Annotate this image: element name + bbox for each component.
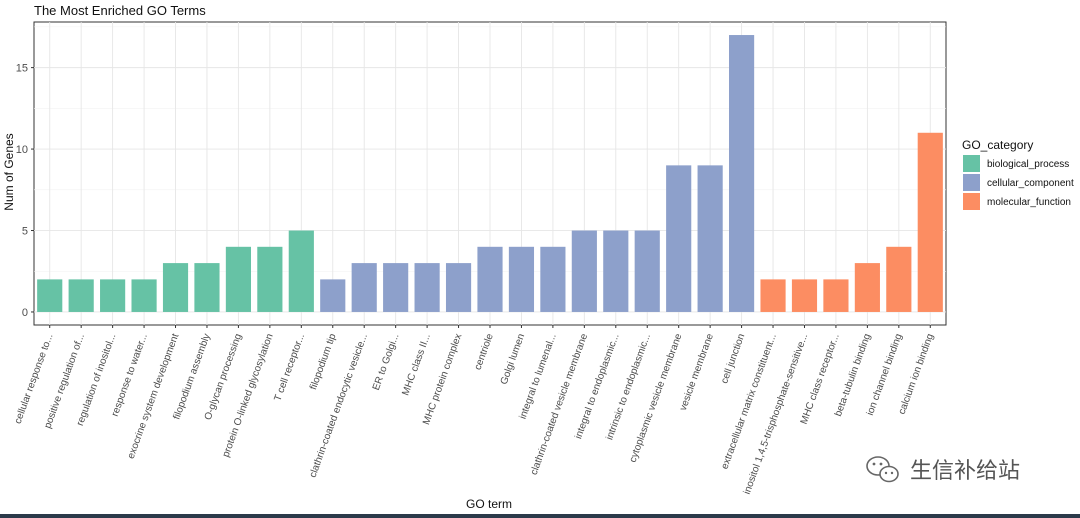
bar <box>886 246 912 312</box>
bar <box>100 279 126 312</box>
bar <box>823 279 849 312</box>
bar <box>225 246 251 312</box>
y-tick-label: 15 <box>16 63 28 75</box>
legend-label: biological_process <box>987 159 1069 170</box>
legend: GO_category biological_process cellular_c… <box>962 138 1074 210</box>
watermark-text: 生信补给站 <box>910 459 1020 484</box>
bar <box>634 230 660 312</box>
y-axis: 0 5 10 15 <box>16 63 34 319</box>
legend-title: GO_category <box>962 138 1033 152</box>
y-tick-label: 10 <box>16 144 28 156</box>
x-tick-label: ER to Golgi... <box>371 332 402 392</box>
x-tick-label: inositol 1,4,5-trisphosphate-sensitive..… <box>742 332 811 496</box>
bar <box>288 230 314 312</box>
bar <box>257 246 283 312</box>
y-tick-label: 0 <box>22 307 28 319</box>
legend-swatch <box>963 193 980 210</box>
x-tick-label: filopodium tip <box>308 332 339 392</box>
bar <box>131 279 157 312</box>
bar <box>414 263 440 312</box>
x-tick-label: T cell receptor... <box>273 332 308 402</box>
bar <box>37 279 63 312</box>
x-tick-label: clathrin-coated vesicle membrane <box>529 332 591 477</box>
gridlines <box>34 22 946 325</box>
x-tick-label: cell junction <box>719 332 747 385</box>
bar <box>571 230 597 312</box>
bar <box>351 263 377 312</box>
bar <box>162 263 189 312</box>
bar <box>445 263 472 312</box>
bar <box>666 165 692 312</box>
bar <box>791 279 818 312</box>
x-tick-label: Golgi lumen <box>499 332 528 386</box>
bar <box>194 263 220 312</box>
bar <box>68 279 94 312</box>
legend-label: molecular_function <box>987 197 1071 208</box>
bar <box>540 246 566 312</box>
x-tick-label: centriole <box>473 332 496 372</box>
chart-title: The Most Enriched GO Terms <box>34 3 206 18</box>
bar <box>603 230 629 312</box>
bars <box>37 35 943 312</box>
bar <box>854 263 880 312</box>
bar <box>383 263 409 312</box>
bar <box>917 132 943 312</box>
legend-swatch <box>963 174 980 191</box>
x-tick-label: extracellular matrix constituent... <box>719 332 778 471</box>
legend-swatch <box>963 155 980 172</box>
bar <box>320 279 346 312</box>
x-axis: cellular response to...positive regulati… <box>13 325 936 496</box>
legend-label: cellular_component <box>987 178 1074 189</box>
watermark: 生信补给站 <box>866 456 1020 484</box>
x-axis-label: GO term <box>466 497 512 511</box>
y-axis-label: Num of Genes <box>2 133 16 210</box>
bar <box>729 35 755 312</box>
x-tick-label: vesicle membrane <box>678 332 716 412</box>
bar <box>760 279 786 312</box>
bar <box>508 246 535 312</box>
x-tick-label: MHC class II... <box>400 332 433 397</box>
x-tick-label: calcium ion binding <box>897 332 936 416</box>
y-tick-label: 5 <box>22 226 28 238</box>
bottom-border <box>0 514 1080 518</box>
wechat-icon <box>866 456 899 483</box>
x-tick-label: clathrin-coated endocytic vesicle... <box>308 332 370 479</box>
bar <box>697 165 723 312</box>
bar <box>477 246 503 312</box>
